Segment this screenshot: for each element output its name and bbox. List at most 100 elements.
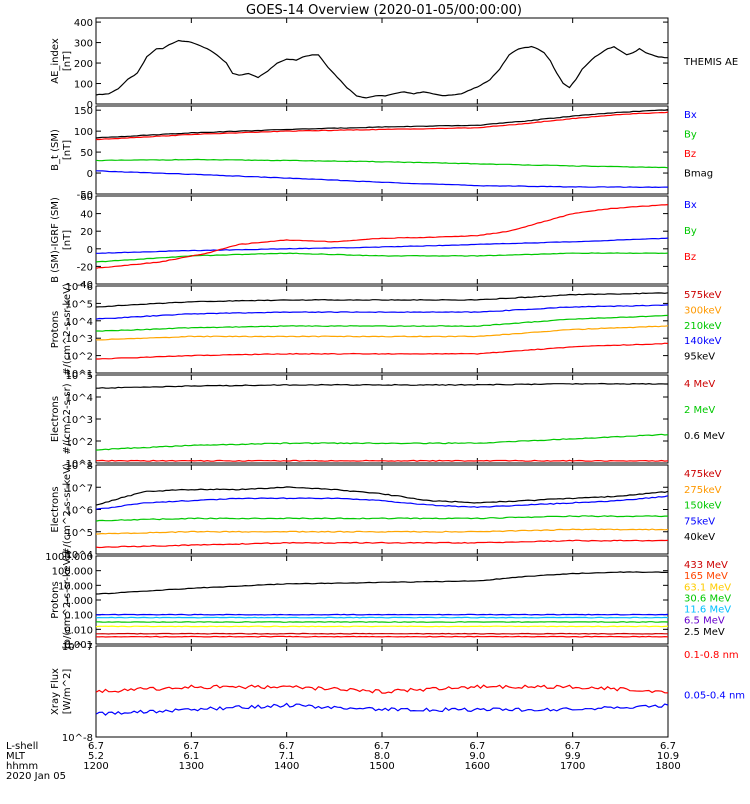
- ytick-label-protons-mag: 10^2: [66, 352, 93, 363]
- legend-label-electrons-kev: 475keV: [684, 469, 722, 480]
- series-line-electrons-kev-0: [95, 539, 669, 549]
- ylabel-electrons-mev: Electrons: [50, 396, 61, 442]
- ylabel-protons-mag: #/(cm^2-s-sr-keV): [62, 283, 73, 376]
- ytick-label-b-igrf: -40: [77, 280, 93, 291]
- ytick-label-protons-mev: 1.000: [64, 596, 93, 607]
- ytick-label-electrons-kev: 10^8: [66, 461, 93, 472]
- series-line-protons-mev-6: [95, 571, 669, 595]
- ytick-label-ae: 300: [74, 39, 93, 50]
- xaxis-tick-label: 9.0: [469, 751, 485, 762]
- ytick-label-b-sm: 100: [74, 127, 93, 138]
- xaxis-tick-label: 9.9: [565, 751, 581, 762]
- ylabel-protons-mag: Protons: [50, 311, 61, 348]
- ylabel-b-sm: [nT]: [62, 140, 73, 160]
- ylabel-ae: [nT]: [62, 51, 73, 71]
- series-line-b-sm-1: [95, 158, 669, 169]
- legend-label-b-sm: By: [684, 130, 697, 141]
- legend-label-protons-mag: 210keV: [684, 321, 722, 332]
- ytick-label-b-sm: 150: [74, 106, 93, 117]
- xaxis-tick-label: 1800: [655, 761, 680, 772]
- legend-label-protons-mev: 63.1 MeV: [684, 582, 731, 593]
- panel-frame-protons-mev: [95, 555, 669, 645]
- ytick-label-ae: 100: [74, 80, 93, 91]
- series-line-xray-1: [95, 702, 669, 716]
- ylabel-b-igrf: B (SM)-IGRF (SM): [50, 197, 61, 283]
- legend-label-electrons-mev: 4 MeV: [684, 379, 715, 390]
- legend-label-protons-mev: 11.6 MeV: [684, 605, 731, 616]
- ytick-label-protons-mag: 10^5: [66, 299, 93, 310]
- ylabel-electrons-kev: #/(cm^2-s-sr-keV): [62, 463, 73, 556]
- legend-label-b-igrf: Bx: [684, 200, 697, 211]
- legend-label-b-igrf: By: [684, 226, 697, 237]
- legend-label-protons-mag: 300keV: [684, 305, 722, 316]
- legend-label-protons-mev: 30.6 MeV: [684, 593, 731, 604]
- series-line-protons-mev-3: [95, 621, 669, 623]
- xaxis-tick-label: 7.1: [279, 751, 295, 762]
- ytick-label-b-igrf: 0: [87, 245, 93, 256]
- ylabel-protons-mev: Protons: [50, 581, 61, 618]
- ytick-label-protons-mev: 0.010: [64, 625, 93, 636]
- xaxis-tick-label: 1600: [465, 761, 490, 772]
- ytick-label-protons-mev: 10.000: [58, 581, 93, 592]
- chart-title: GOES-14 Overview (2020-01-05/00:00:00): [246, 3, 522, 18]
- ytick-label-xray: 10^-7: [62, 642, 93, 653]
- ytick-label-protons-mag: 10^1: [66, 369, 93, 380]
- legend-label-protons-mag: 140keV: [684, 336, 722, 347]
- ytick-label-electrons-kev: 10^7: [66, 483, 93, 494]
- legend-label-electrons-kev: 40keV: [684, 532, 715, 543]
- ytick-label-b-igrf: -20: [77, 262, 93, 273]
- panel-frame-b-igrf: [95, 195, 669, 285]
- ytick-label-electrons-mev: 10^5: [66, 371, 93, 382]
- ytick-label-electrons-mev: 10^2: [66, 437, 93, 448]
- series-line-protons-mag-4: [96, 342, 669, 360]
- xaxis-tick-label: 6.7: [279, 741, 295, 752]
- ytick-label-xray: 10^-8: [62, 733, 93, 744]
- series-line-electrons-kev-4: [95, 486, 669, 506]
- xaxis-tick-label: 1500: [369, 761, 394, 772]
- ytick-label-b-igrf: 20: [80, 227, 93, 238]
- ytick-label-b-igrf: 40: [80, 210, 93, 221]
- ytick-label-protons-mev: 0.100: [64, 611, 93, 622]
- panel-frame-electrons-mev: [95, 374, 669, 464]
- series-line-ae-0: [95, 39, 668, 99]
- legend-label-ae: THEMIS AE: [683, 57, 738, 68]
- series-line-protons-mag-2: [96, 314, 669, 332]
- legend-label-protons-mev: 165 MeV: [684, 571, 728, 582]
- xaxis-tick-label: 5.2: [88, 751, 104, 762]
- xaxis-tick-label: 6.7: [565, 741, 581, 752]
- legend-label-electrons-kev: 275keV: [684, 485, 722, 496]
- xaxis-tick-label: 6.7: [183, 741, 199, 752]
- ytick-label-electrons-mev: 10^3: [66, 415, 93, 426]
- xaxis-tick-label: 6.1: [183, 751, 199, 762]
- xaxis-tick-label: 1700: [560, 761, 585, 772]
- legend-label-b-sm: Bmag: [684, 169, 713, 180]
- ytick-label-ae: 200: [74, 59, 93, 70]
- ytick-label-electrons-kev: 10^6: [66, 506, 93, 517]
- series-line-protons-mev-2: [95, 625, 669, 628]
- legend-label-electrons-kev: 75keV: [684, 516, 715, 527]
- series-line-protons-mev-5: [95, 613, 669, 616]
- xaxis-tick-label: 8.0: [374, 751, 390, 762]
- legend-label-xray: 0.1-0.8 nm: [684, 650, 739, 661]
- legend-label-b-sm: Bx: [684, 110, 697, 121]
- ytick-label-protons-mev: 100.000: [52, 567, 93, 578]
- legend-label-protons-mev: 6.5 MeV: [684, 616, 725, 627]
- panel-frame-ae: [95, 17, 669, 105]
- ylabel-xray: Xray Flux: [50, 668, 61, 715]
- series-line-protons-mag-0: [95, 292, 669, 308]
- ylabel-protons-mev: [p/(cm^2-s-sr-keV)]: [62, 551, 73, 650]
- series-line-electrons-kev-1: [95, 528, 669, 535]
- legend-label-protons-mev: 433 MeV: [684, 560, 728, 571]
- ytick-label-ae: 0: [87, 100, 93, 111]
- xaxis-date-label: 2020 Jan 05: [6, 771, 66, 782]
- legend-label-protons-mag: 575keV: [684, 290, 722, 301]
- series-line-b-sm-2: [96, 111, 669, 141]
- series-line-b-sm-3: [95, 108, 669, 139]
- xaxis-tick-label: 1400: [274, 761, 299, 772]
- series-line-electrons-kev-3: [95, 495, 669, 510]
- ytick-label-protons-mag: 10^3: [66, 334, 93, 345]
- ytick-label-protons-mev: 0.001: [64, 640, 93, 651]
- legend-label-xray: 0.05-0.4 nm: [684, 691, 745, 702]
